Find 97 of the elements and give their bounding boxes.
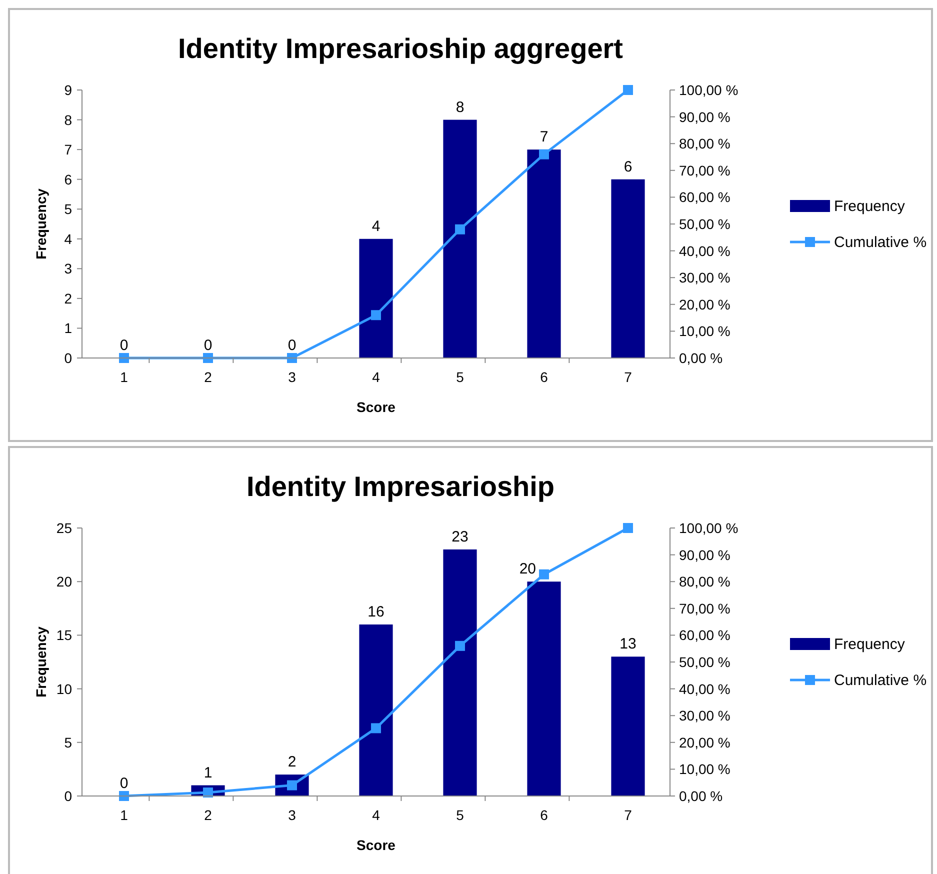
x-tick-label: 7 <box>624 369 632 385</box>
y-tick-label: 5 <box>64 734 72 750</box>
bar <box>527 582 561 796</box>
y-tick-label: 20 <box>56 574 72 590</box>
y2-tick-label: 30,00 % <box>679 708 730 724</box>
data-label: 23 <box>452 528 468 546</box>
point <box>371 723 381 734</box>
legend-label: Cumulative % <box>834 234 927 251</box>
data-label: 0 <box>120 337 128 354</box>
bar <box>611 656 645 796</box>
legend-label: Frequency <box>834 636 906 653</box>
y2-tick-label: 10,00 % <box>679 761 730 778</box>
x-tick-label: 3 <box>288 369 296 385</box>
x-axis-title: Score <box>356 837 396 853</box>
y-tick-label: 8 <box>64 112 72 128</box>
x-tick-label: 7 <box>624 807 632 823</box>
bar <box>359 238 393 358</box>
y2-tick-label: 50,00 % <box>679 216 730 232</box>
data-label: 7 <box>540 128 548 146</box>
point <box>203 788 213 798</box>
y2-tick-label: 0,00 % <box>679 788 723 804</box>
x-axis-title: Score <box>356 399 396 415</box>
bar <box>359 624 393 796</box>
point <box>203 353 213 363</box>
y-tick-label: 0 <box>64 350 72 366</box>
data-label: 8 <box>456 98 464 116</box>
x-tick-label: 5 <box>456 807 464 823</box>
data-label: 2 <box>288 754 296 771</box>
data-label: 0 <box>288 337 296 354</box>
y2-tick-label: 70,00 % <box>679 162 730 178</box>
x-tick-label: 1 <box>120 369 128 385</box>
point <box>371 310 381 320</box>
y-axis-title: Frequency <box>33 188 49 260</box>
y-tick-label: 7 <box>64 142 72 158</box>
y2-tick-label: 60,00 % <box>679 189 730 206</box>
y2-tick-label: 40,00 % <box>679 242 730 259</box>
point <box>119 353 129 363</box>
bar <box>527 150 561 358</box>
x-tick-label: 4 <box>372 807 380 823</box>
y2-tick-label: 90,00 % <box>679 108 730 125</box>
point <box>539 149 549 160</box>
y-tick-label: 2 <box>64 290 72 306</box>
point <box>287 353 297 363</box>
chart-title: Identity Impresarioship aggregert <box>178 33 623 64</box>
x-tick-label: 2 <box>204 369 212 385</box>
y-tick-label: 15 <box>56 627 72 644</box>
chart-title: Identity Impresarioship <box>246 471 555 502</box>
point <box>455 640 465 651</box>
x-tick-label: 3 <box>288 807 296 823</box>
bar <box>443 120 477 358</box>
data-label: 1 <box>204 764 212 782</box>
x-tick-label: 6 <box>540 369 548 385</box>
y2-tick-label: 10,00 % <box>679 323 730 340</box>
y2-tick-label: 0,00 % <box>679 350 723 366</box>
legend-label: Frequency <box>834 198 906 215</box>
y2-tick-label: 80,00 % <box>679 136 730 152</box>
y-tick-label: 10 <box>56 680 72 697</box>
data-label: 0 <box>204 337 212 354</box>
y2-tick-label: 30,00 % <box>679 270 730 286</box>
data-label: 4 <box>372 218 380 235</box>
point <box>455 224 465 234</box>
y-tick-label: 5 <box>64 201 72 218</box>
y2-tick-label: 90,00 % <box>679 546 730 563</box>
point <box>623 85 633 95</box>
x-tick-label: 4 <box>372 369 380 385</box>
y-tick-label: 6 <box>64 171 72 188</box>
x-tick-label: 2 <box>204 807 212 823</box>
y2-tick-label: 100,00 % <box>679 82 738 98</box>
y-tick-label: 4 <box>64 230 72 247</box>
y2-tick-label: 40,00 % <box>679 680 730 697</box>
bar <box>611 179 645 358</box>
point <box>623 523 633 533</box>
y2-tick-label: 50,00 % <box>679 654 730 670</box>
y2-tick-label: 20,00 % <box>679 734 730 750</box>
point <box>539 569 549 580</box>
y2-tick-label: 20,00 % <box>679 296 730 312</box>
y-tick-label: 0 <box>64 788 72 804</box>
y-tick-label: 25 <box>56 520 72 536</box>
x-tick-label: 1 <box>120 807 128 823</box>
y-tick-label: 1 <box>64 320 72 336</box>
data-label: 16 <box>368 603 384 620</box>
x-tick-label: 6 <box>540 807 548 823</box>
y2-tick-label: 60,00 % <box>679 627 730 644</box>
y-axis-title: Frequency <box>33 626 49 698</box>
y-tick-label: 3 <box>64 260 72 277</box>
y2-tick-label: 100,00 % <box>679 520 738 536</box>
point <box>119 791 129 801</box>
data-label: 6 <box>624 158 632 176</box>
legend-label: Cumulative % <box>834 672 927 689</box>
y2-tick-label: 70,00 % <box>679 600 730 616</box>
bar <box>443 549 477 796</box>
y2-tick-label: 80,00 % <box>679 574 730 590</box>
y-tick-label: 9 <box>64 82 72 98</box>
data-label: 20 <box>519 560 536 578</box>
x-tick-label: 5 <box>456 369 464 385</box>
data-label: 13 <box>620 636 636 653</box>
data-label: 0 <box>120 775 128 792</box>
